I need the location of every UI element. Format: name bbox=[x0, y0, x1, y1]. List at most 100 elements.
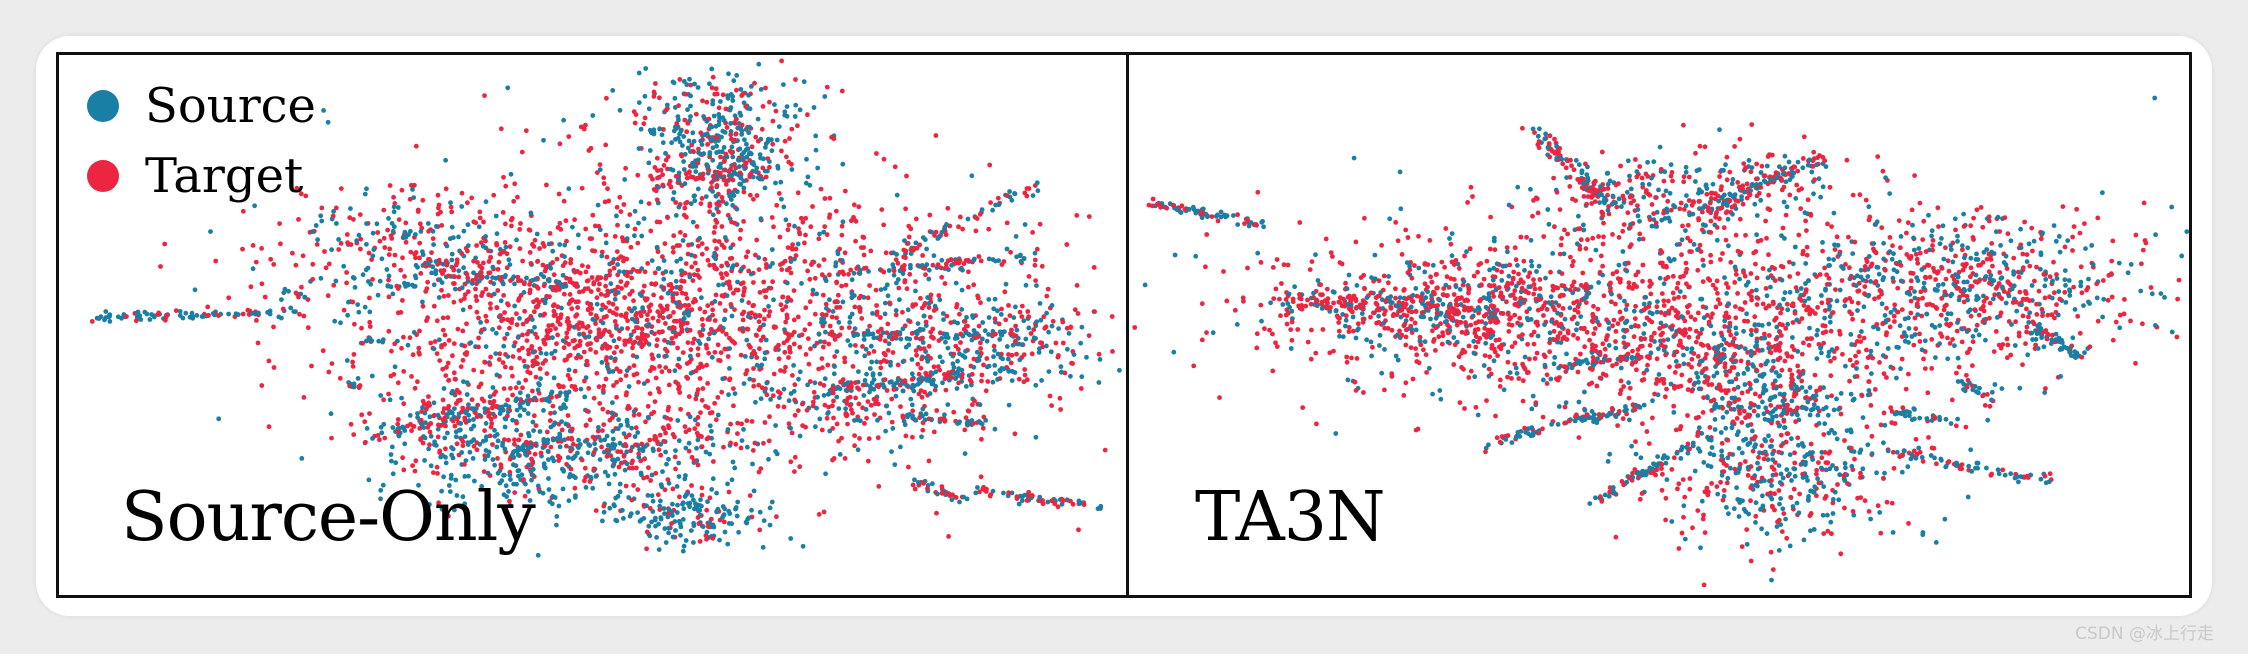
target-point bbox=[1627, 178, 1633, 183]
target-point bbox=[709, 185, 714, 190]
target-point bbox=[641, 309, 647, 314]
source-point bbox=[624, 368, 630, 373]
target-point bbox=[486, 248, 491, 254]
source-point bbox=[1077, 501, 1083, 506]
target-point bbox=[756, 313, 762, 318]
source-point bbox=[1255, 250, 1261, 256]
source-point bbox=[826, 410, 831, 415]
source-point bbox=[1059, 369, 1064, 375]
source-point bbox=[749, 84, 754, 89]
source-point bbox=[665, 514, 671, 520]
target-point bbox=[889, 396, 895, 402]
target-point bbox=[992, 316, 998, 322]
target-point bbox=[619, 286, 624, 291]
target-point bbox=[557, 455, 563, 461]
target-point bbox=[543, 358, 548, 363]
target-point bbox=[294, 291, 300, 297]
source-point bbox=[677, 131, 682, 137]
source-point bbox=[529, 329, 534, 334]
target-point bbox=[981, 362, 986, 368]
source-point bbox=[501, 472, 506, 478]
source-point bbox=[441, 474, 446, 480]
target-point bbox=[452, 423, 458, 429]
source-point bbox=[1049, 323, 1055, 329]
source-point bbox=[1677, 289, 1683, 294]
target-point bbox=[807, 299, 813, 305]
target-point bbox=[253, 259, 259, 265]
target-point bbox=[655, 168, 660, 173]
target-point bbox=[598, 291, 604, 297]
target-point bbox=[303, 193, 309, 199]
target-point bbox=[551, 302, 557, 308]
source-point bbox=[721, 145, 727, 150]
target-point bbox=[926, 416, 932, 422]
target-point bbox=[530, 363, 536, 369]
source-point bbox=[673, 124, 678, 130]
target-point bbox=[763, 85, 768, 91]
target-point bbox=[527, 250, 533, 255]
source-point bbox=[871, 386, 877, 392]
source-point bbox=[943, 334, 949, 340]
source-point bbox=[732, 465, 738, 471]
target-point bbox=[720, 199, 726, 204]
target-point bbox=[847, 394, 853, 400]
source-point bbox=[755, 116, 761, 122]
target-point bbox=[763, 294, 769, 300]
target-point bbox=[582, 378, 587, 384]
target-point bbox=[596, 332, 602, 338]
source-point bbox=[754, 165, 760, 171]
target-point bbox=[440, 315, 446, 321]
target-point bbox=[762, 420, 768, 425]
target-point bbox=[631, 483, 636, 488]
source-point bbox=[940, 311, 946, 316]
source-point bbox=[423, 420, 428, 426]
target-point bbox=[1663, 495, 1669, 501]
target-point bbox=[1022, 372, 1028, 378]
target-point bbox=[440, 410, 446, 415]
source-point bbox=[535, 483, 541, 489]
source-point bbox=[682, 476, 688, 482]
target-point bbox=[542, 268, 548, 274]
target-point bbox=[839, 283, 844, 289]
target-point bbox=[708, 326, 714, 332]
target-point bbox=[1475, 269, 1480, 275]
target-point bbox=[846, 271, 851, 277]
target-point bbox=[949, 375, 954, 380]
source-point bbox=[299, 456, 305, 461]
target-point bbox=[547, 294, 552, 300]
source-point bbox=[439, 506, 445, 512]
target-point bbox=[561, 198, 567, 204]
source-point bbox=[913, 240, 919, 246]
target-point bbox=[1679, 252, 1684, 258]
target-point bbox=[878, 315, 883, 320]
target-point bbox=[1016, 376, 1022, 382]
target-point bbox=[816, 236, 822, 242]
target-point bbox=[1028, 331, 1034, 336]
target-point bbox=[605, 292, 610, 298]
target-point bbox=[673, 334, 679, 339]
target-point bbox=[721, 444, 726, 450]
target-point bbox=[611, 265, 617, 271]
target-point bbox=[762, 307, 767, 313]
target-point bbox=[831, 136, 837, 142]
source-point bbox=[800, 543, 806, 549]
target-point bbox=[591, 450, 597, 455]
target-point bbox=[1029, 493, 1035, 498]
target-point bbox=[520, 385, 525, 391]
source-point bbox=[974, 349, 980, 355]
target-point bbox=[445, 360, 451, 366]
target-point bbox=[482, 93, 487, 98]
target-point bbox=[523, 377, 529, 383]
source-point bbox=[923, 323, 929, 328]
source-point bbox=[703, 449, 709, 455]
target-point bbox=[587, 417, 593, 423]
source-point bbox=[484, 434, 489, 440]
target-point bbox=[724, 260, 730, 266]
source-point bbox=[1819, 293, 1824, 298]
source-point bbox=[742, 137, 747, 143]
source-point bbox=[692, 198, 698, 204]
target-point bbox=[440, 366, 446, 372]
target-point bbox=[773, 108, 779, 114]
source-point bbox=[468, 340, 474, 346]
target-point bbox=[686, 394, 692, 399]
